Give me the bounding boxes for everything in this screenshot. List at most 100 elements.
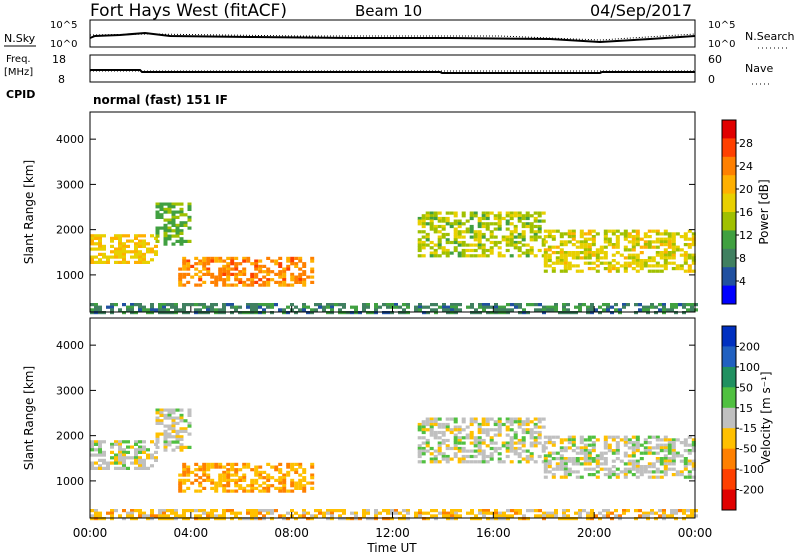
power-cell [571, 232, 576, 236]
velocity-cell [222, 517, 226, 521]
velocity-cell [683, 457, 688, 461]
power-cell [631, 235, 636, 239]
velocity-cell [226, 509, 230, 513]
velocity-cell [642, 511, 646, 515]
velocity-cell [162, 509, 166, 513]
power-cell [106, 255, 110, 259]
velocity-cell [691, 441, 696, 445]
velocity-cell [691, 446, 696, 450]
power-cell [282, 283, 287, 287]
velocity-cell [607, 443, 612, 447]
velocity-cell [175, 416, 180, 420]
power-cell [505, 222, 510, 226]
velocity-cell [175, 421, 180, 425]
velocity-colorbar-label: Velocity [m s⁻¹] [759, 371, 773, 464]
power-cell [194, 256, 199, 260]
power-cell [262, 303, 266, 307]
velocity-cell [691, 467, 696, 471]
power-cell [437, 243, 442, 247]
velocity-cell [171, 419, 176, 423]
power-cell [529, 248, 534, 253]
velocity-cell [587, 473, 592, 477]
velocity-cell [179, 408, 184, 412]
velocity-cell [226, 478, 231, 482]
velocity-cell [162, 517, 166, 521]
power-cell [286, 283, 291, 287]
power-cell [626, 303, 630, 307]
velocity-cell [338, 517, 342, 521]
power-cell [250, 272, 255, 276]
power-cell [262, 270, 267, 274]
power-cell [250, 275, 255, 279]
velocity-cell [650, 509, 654, 513]
velocity-cell [433, 454, 438, 459]
velocity-cell [679, 459, 684, 463]
power-cell [102, 260, 106, 264]
velocity-cell [242, 465, 247, 469]
power-cell [529, 235, 534, 239]
velocity-cell [587, 457, 592, 461]
power-cell [370, 311, 374, 315]
power-cell [433, 251, 438, 255]
velocity-cell [542, 517, 546, 521]
velocity-cell [350, 517, 354, 521]
velocity-cell [537, 420, 542, 424]
power-cell [509, 216, 514, 221]
velocity-cell [294, 481, 299, 485]
velocity-cell [505, 420, 510, 424]
power-cell [607, 269, 612, 273]
power-cell [643, 259, 648, 263]
velocity-cell [242, 473, 247, 477]
velocity-cell [386, 517, 390, 521]
velocity-cell [473, 454, 478, 459]
velocity-cell [497, 430, 502, 435]
power-cell [659, 253, 664, 257]
power-cell [234, 305, 238, 309]
power-cell [559, 243, 564, 247]
power-cell [541, 254, 546, 258]
velocity-cell [282, 476, 287, 480]
velocity-cell [425, 422, 430, 427]
velocity-cell [506, 517, 510, 521]
velocity-cell [687, 435, 692, 439]
power-cell [517, 248, 522, 253]
power-cell [98, 234, 102, 238]
power-cell [595, 253, 600, 257]
power-cell [510, 303, 514, 307]
velocity-cell [639, 443, 644, 447]
velocity-cell [102, 461, 106, 465]
power-cell [286, 259, 291, 263]
velocity-cell [659, 462, 664, 466]
velocity-cell [477, 444, 482, 448]
velocity-cell [425, 441, 430, 445]
velocity-cell [497, 460, 502, 464]
velocity-cell [429, 417, 434, 421]
velocity-cell [481, 430, 486, 435]
velocity-cell [591, 443, 596, 447]
power-colorbar-tick-label: 4 [739, 275, 746, 288]
velocity-cell [571, 438, 576, 442]
power-cell [98, 236, 102, 240]
power-cell [238, 262, 243, 266]
power-cell [493, 214, 498, 218]
xtick-label: 04:00 [174, 526, 209, 540]
velocity-cell [671, 454, 676, 458]
velocity-cell [607, 435, 612, 439]
power-cell [179, 202, 184, 206]
power-cell [214, 280, 219, 284]
power-cell [102, 255, 106, 259]
velocity-cell [186, 465, 191, 469]
power-cell [486, 305, 490, 309]
power-cell [595, 259, 600, 263]
velocity-cell [450, 511, 454, 515]
power-cell [166, 311, 170, 315]
power-cell [667, 256, 672, 260]
power-cell [631, 245, 636, 249]
velocity-cell [533, 436, 538, 440]
power-cell [441, 219, 446, 223]
velocity-cell [675, 454, 680, 458]
velocity-cell [646, 511, 650, 515]
velocity-cell [489, 438, 494, 443]
velocity-cell [490, 511, 494, 515]
power-cell [422, 311, 426, 315]
